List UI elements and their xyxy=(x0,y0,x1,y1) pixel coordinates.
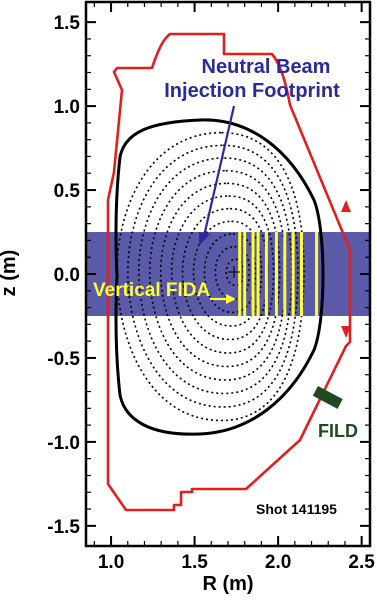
y-axis-ticks: 1.5 1.0 0.5 0.0 -0.5 -1.0 -1.5 xyxy=(47,13,370,538)
x-tick-label: 2.0 xyxy=(265,552,291,573)
magnetic-axis-marker xyxy=(228,266,240,278)
x-axis-title: R (m) xyxy=(202,573,253,595)
flux-surface-contour xyxy=(214,245,251,300)
vertical-fida-chords xyxy=(238,232,319,316)
flux-surfaces xyxy=(116,131,305,422)
x-tick-label: 1.5 xyxy=(181,552,208,573)
flux-surface-contour xyxy=(225,258,245,287)
fild-probe xyxy=(312,386,343,409)
flux-surface-contour xyxy=(203,233,257,314)
flux-surface-contour xyxy=(137,157,293,395)
y-axis-title: z (m) xyxy=(0,250,20,297)
shot-label: Shot 141195 xyxy=(256,501,337,517)
neutral-beam-band xyxy=(86,232,370,316)
x-tick-label: 2.5 xyxy=(348,552,375,573)
wall-arrow-lower xyxy=(341,326,351,338)
y-tick-label: 1.5 xyxy=(54,13,81,34)
fild-label: FILD xyxy=(318,421,358,441)
flux-surface-contour xyxy=(116,131,305,422)
last-closed-flux-surface xyxy=(114,118,325,436)
flux-surface-contour xyxy=(127,144,299,408)
vertical-fida-label: Vertical FIDA xyxy=(93,280,210,301)
flux-surface-contour xyxy=(181,207,269,341)
fida-arrow xyxy=(210,294,236,304)
beam-arrow xyxy=(199,105,236,246)
y-tick-label: -0.5 xyxy=(47,349,80,370)
x-tick-label: 1.0 xyxy=(98,552,124,573)
y-tick-label: -1.5 xyxy=(47,517,80,538)
x-axis-ticks: 1.0 1.5 2.0 2.5 xyxy=(93,2,375,573)
beam-annotation-line1: Neutral Beam xyxy=(202,56,331,78)
beam-annotation-line2: Injection Footprint xyxy=(164,80,340,102)
y-tick-label: 1.0 xyxy=(54,97,80,118)
vessel-wall xyxy=(106,32,352,512)
y-tick-label: 0.5 xyxy=(54,181,81,202)
flux-surface-contour xyxy=(170,195,275,354)
y-tick-label: -1.0 xyxy=(47,433,80,454)
wall-arrow-upper xyxy=(341,200,351,212)
y-tick-label: 0.0 xyxy=(54,265,80,286)
flux-surface-contour xyxy=(148,169,287,381)
